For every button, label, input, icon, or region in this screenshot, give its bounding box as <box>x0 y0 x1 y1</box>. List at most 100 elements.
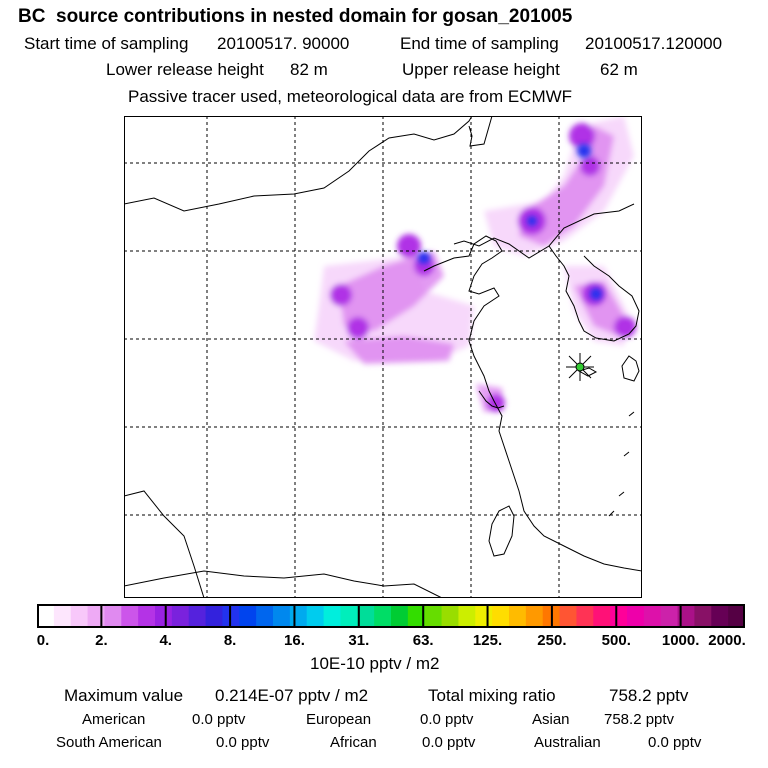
border-manchuria <box>468 116 493 147</box>
colorbar-cell <box>627 604 645 628</box>
upper-release-label: Upper release height <box>402 60 560 79</box>
plume-strong <box>397 234 421 258</box>
max-value-label: Maximum value <box>64 686 184 705</box>
plume-layer <box>314 116 636 412</box>
region-value: 0.0 pptv <box>216 734 270 751</box>
region-value: 0.0 pptv <box>192 711 246 728</box>
region-name: African <box>330 734 377 751</box>
colorbar-tick-label: 2000. <box>708 632 746 649</box>
upper-release-value: 62 m <box>600 60 638 79</box>
total-mixing-value: 758.2 pptv <box>609 686 689 705</box>
coast-taiwan <box>488 505 515 557</box>
end-time-value: 20100517.120000 <box>585 34 723 53</box>
colorbar-cell <box>424 604 443 628</box>
plume-strong <box>487 394 505 412</box>
receptor-marker <box>566 353 594 381</box>
hotspot-seoul <box>590 288 602 300</box>
region-name: South American <box>56 734 162 751</box>
coast-korea <box>548 245 640 342</box>
lower-release-value: 82 m <box>290 60 328 79</box>
coast-ryukyu <box>608 411 635 517</box>
plume-strong <box>614 316 636 338</box>
border-mongolia <box>124 116 473 212</box>
start-time-value: 20100517. 90000 <box>217 34 350 53</box>
colorbar-cell <box>441 604 459 628</box>
colorbar-cell <box>374 604 392 628</box>
plume-medium <box>344 336 454 364</box>
region-value: 0.0 pptv <box>422 734 476 751</box>
total-mixing-label: Total mixing ratio <box>428 686 556 705</box>
colorbar-cell <box>171 604 190 628</box>
colorbar-tick-label: 8. <box>223 632 237 649</box>
colorbar-cell <box>222 604 240 628</box>
coastlines <box>124 116 642 598</box>
region-value: 758.2 pptv <box>604 711 675 728</box>
colorbar-cell <box>323 604 341 628</box>
colorbar-cell <box>559 604 577 628</box>
plume-strong <box>330 284 352 306</box>
colorbar-cell <box>694 604 712 628</box>
colorbar-cell <box>475 604 493 628</box>
colorbar-cell <box>188 604 207 628</box>
colorbar-cell <box>37 604 55 628</box>
coast-south <box>124 570 443 598</box>
colorbar-cell <box>138 604 156 628</box>
colorbar-cell <box>273 604 291 628</box>
colorbar-cell <box>610 604 628 628</box>
colorbar-tick-label: 63. <box>412 632 434 649</box>
coast-jeju <box>577 367 598 377</box>
colorbar-cell <box>576 604 594 628</box>
source-contribution-map <box>124 116 642 598</box>
lower-release-label: Lower release height <box>106 60 264 79</box>
region-name: European <box>306 711 372 728</box>
start-time-label: Start time of sampling <box>24 34 189 53</box>
colorbar-cell <box>53 604 72 628</box>
colorbar-tick-label: 125. <box>472 632 503 649</box>
colorbar-cell <box>121 604 139 628</box>
colorbar-cell <box>728 604 745 628</box>
colorbar-cell <box>70 604 89 628</box>
coast-yangtze <box>478 390 505 409</box>
hotspot-beijing <box>418 252 430 264</box>
colorbar-cell <box>660 604 679 628</box>
plume-strong <box>580 156 600 176</box>
colorbar <box>37 604 745 628</box>
end-time-label: End time of sampling <box>400 34 559 53</box>
colorbar-cell <box>104 604 122 628</box>
grid-lines <box>124 116 642 598</box>
colorbar-cell <box>677 604 695 628</box>
colorbar-tick-label: 31. <box>348 632 370 649</box>
colorbar-tick-label: 250. <box>537 632 567 649</box>
region-name: Australian <box>534 734 601 751</box>
colorbar-cell <box>306 604 325 628</box>
colorbar-tick-label: 4. <box>159 632 172 649</box>
colorbar-cell <box>155 604 173 628</box>
region-name: American <box>82 711 146 728</box>
colorbar-cell <box>205 604 223 628</box>
map-frame <box>124 116 642 598</box>
colorbar-cell <box>509 604 527 628</box>
max-value: 0.214E-07 pptv / m2 <box>215 686 369 705</box>
colorbar-tick-label: 2. <box>95 632 108 649</box>
colorbar-tick-label: 1000. <box>661 632 700 649</box>
colorbar-cell <box>492 604 510 628</box>
colorbar-cell <box>711 604 729 628</box>
colorbar-cell <box>391 604 409 628</box>
colorbar-cell <box>239 604 257 628</box>
hotspot-layer <box>418 144 602 300</box>
colorbar-unit: 10E-10 pptv / m2 <box>310 654 440 673</box>
colorbar-cell <box>340 604 358 628</box>
region-name: Asian <box>532 711 570 728</box>
plume-strong <box>569 123 595 149</box>
colorbar-cell <box>593 604 611 628</box>
colorbar-tick-label: 0. <box>36 632 50 649</box>
colorbar-cell <box>289 604 308 628</box>
colorbar-cell <box>357 604 375 628</box>
colorbar-cell <box>407 604 426 628</box>
border-southwest <box>124 490 205 598</box>
coast-japan-kyushu <box>621 355 640 382</box>
colorbar-cell <box>458 604 476 628</box>
colorbar-tick-label: 500. <box>601 632 631 649</box>
coast-bohai <box>423 235 642 572</box>
colorbar-cell <box>525 604 544 628</box>
